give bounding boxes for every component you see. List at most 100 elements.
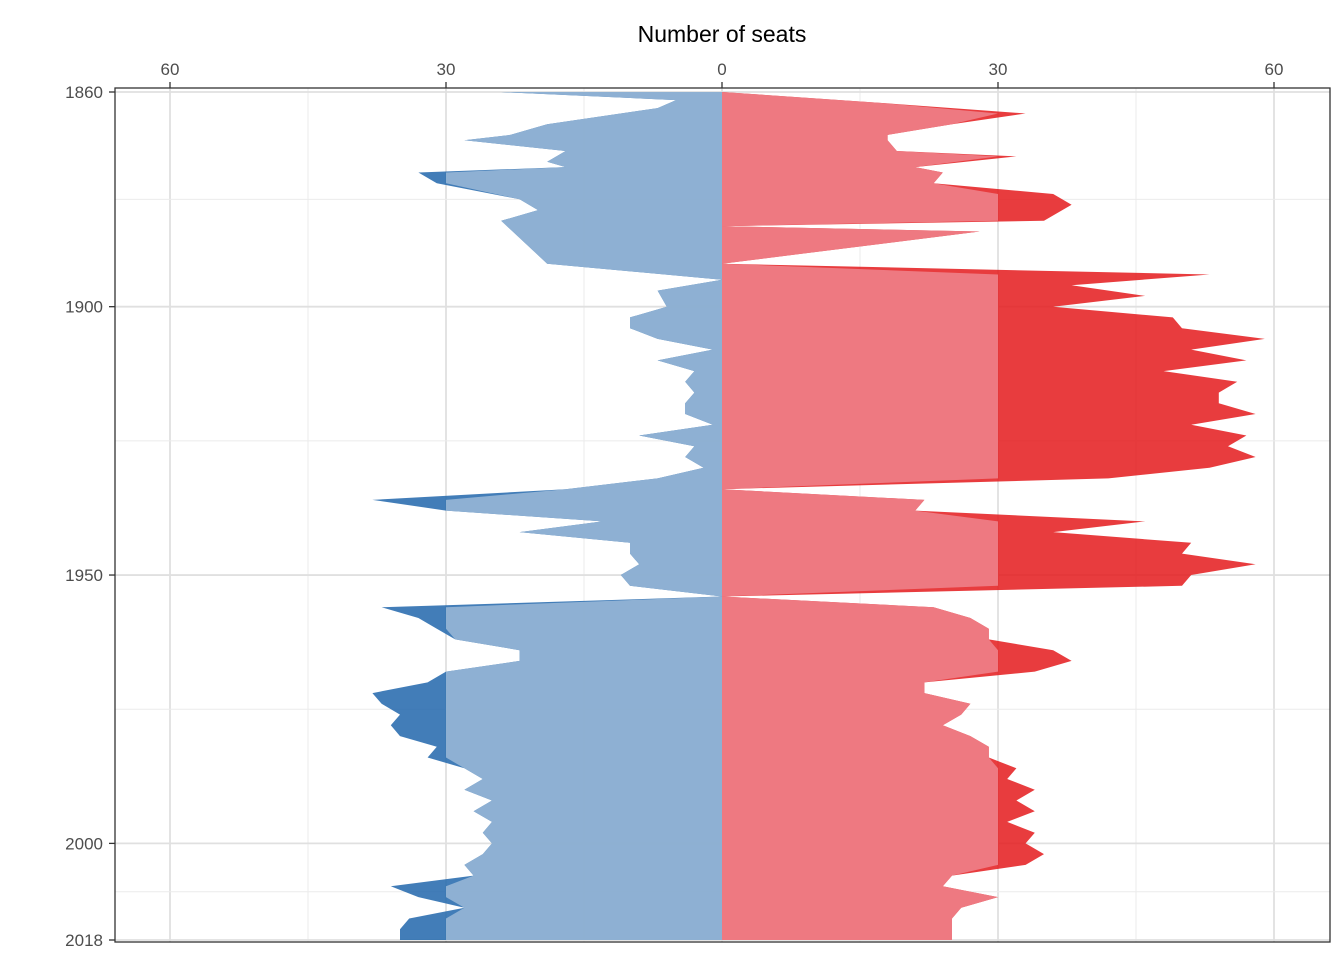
series-right-point bbox=[878, 102, 879, 103]
series-left-point bbox=[409, 918, 410, 919]
series-right-point bbox=[970, 617, 971, 618]
series-right-point bbox=[1053, 532, 1054, 533]
series-right-point bbox=[1255, 564, 1256, 565]
series-right-point bbox=[1145, 295, 1146, 296]
series-right-point bbox=[1191, 349, 1192, 350]
series-right-point bbox=[997, 897, 998, 898]
y-tick-label: 2018 bbox=[65, 931, 103, 950]
series-left-point bbox=[464, 864, 465, 865]
series-left-point bbox=[712, 424, 713, 425]
series-left-point bbox=[510, 134, 511, 135]
series-right-point bbox=[961, 907, 962, 908]
series-left-point bbox=[547, 161, 548, 162]
series-right-point bbox=[1255, 456, 1256, 457]
series-left-point bbox=[712, 349, 713, 350]
series-left-point bbox=[464, 140, 465, 141]
series-right-point bbox=[1191, 424, 1192, 425]
series-left-point bbox=[427, 682, 428, 683]
series-right-point bbox=[1108, 478, 1109, 479]
series-left-point bbox=[685, 403, 686, 404]
series-right-point bbox=[1043, 220, 1044, 221]
series-left-point bbox=[399, 714, 400, 715]
series-left-point bbox=[491, 800, 492, 801]
series-left-point bbox=[666, 306, 667, 307]
x-tick-label: 0 bbox=[717, 60, 726, 79]
series-left-point bbox=[436, 183, 437, 184]
axis-layer: 60 30 0 30 60 1860 1900 1950 2000 2018 bbox=[65, 60, 1283, 950]
series-left-point bbox=[565, 167, 566, 168]
series-left-point bbox=[629, 317, 630, 318]
series-left-point bbox=[464, 768, 465, 769]
series-right-point bbox=[951, 939, 952, 940]
series-left-point bbox=[694, 371, 695, 372]
series-right-point bbox=[1016, 156, 1017, 157]
series-left-point bbox=[629, 328, 630, 329]
series-left-point bbox=[694, 446, 695, 447]
series-left-point bbox=[537, 210, 538, 211]
series-right-point bbox=[1034, 789, 1035, 790]
series-right-point bbox=[1016, 800, 1017, 801]
series-left-point bbox=[491, 821, 492, 822]
series-right-point bbox=[942, 725, 943, 726]
series-right-point bbox=[1172, 317, 1173, 318]
series-right-point bbox=[970, 703, 971, 704]
series-right-point bbox=[924, 693, 925, 694]
x-axis-title: Number of seats bbox=[638, 21, 807, 47]
series-left-point bbox=[418, 617, 419, 618]
series-left-point bbox=[694, 392, 695, 393]
series-left-point bbox=[372, 499, 373, 500]
series-right-point bbox=[1163, 371, 1164, 372]
series-right-point bbox=[721, 263, 722, 264]
series-left-point bbox=[390, 886, 391, 887]
series-right-point bbox=[1145, 521, 1146, 522]
series-right-point bbox=[924, 499, 925, 500]
series-left-point bbox=[657, 290, 658, 291]
series-left-point bbox=[418, 172, 419, 173]
series-right-point bbox=[1025, 113, 1026, 114]
series-left-point bbox=[657, 478, 658, 479]
series-left-point bbox=[620, 574, 621, 575]
series-right-point bbox=[1246, 360, 1247, 361]
y-tick-label: 1950 bbox=[65, 566, 103, 585]
series-left-point bbox=[519, 650, 520, 651]
series-left-point bbox=[519, 532, 520, 533]
series-left-point bbox=[657, 360, 658, 361]
series-right-point bbox=[896, 150, 897, 151]
series-left-point bbox=[473, 811, 474, 812]
series-left-point bbox=[390, 725, 391, 726]
series-right-point bbox=[887, 134, 888, 135]
series-left-point bbox=[685, 456, 686, 457]
series-left-point bbox=[657, 338, 658, 339]
series-left-point bbox=[436, 628, 437, 629]
x-tick-label: 30 bbox=[437, 60, 456, 79]
series-right-point bbox=[988, 757, 989, 758]
series-right-point bbox=[1053, 306, 1054, 307]
series-right-point bbox=[951, 124, 952, 125]
series-left-point bbox=[427, 757, 428, 758]
series-right-point bbox=[1218, 403, 1219, 404]
series-left-point bbox=[547, 124, 548, 125]
series-left-point bbox=[602, 521, 603, 522]
series-left-point bbox=[629, 553, 630, 554]
series-left-point bbox=[629, 542, 630, 543]
series-left-point bbox=[565, 489, 566, 490]
series-left-point bbox=[501, 91, 502, 92]
series-right-point bbox=[915, 167, 916, 168]
series-right-point bbox=[951, 875, 952, 876]
series-right-point bbox=[1071, 204, 1072, 205]
series-left-point bbox=[675, 100, 676, 101]
series-right-point bbox=[1237, 381, 1238, 382]
y-tick-label: 1860 bbox=[65, 83, 103, 102]
series-right-point bbox=[988, 746, 989, 747]
series-right-capped-area bbox=[722, 92, 998, 940]
series-left-capped-area bbox=[446, 92, 722, 940]
series-right-point bbox=[721, 226, 722, 227]
series-right-point bbox=[942, 172, 943, 173]
series-right-point bbox=[1218, 392, 1219, 393]
series-right-point bbox=[1209, 274, 1210, 275]
series-right-point bbox=[961, 714, 962, 715]
series-right-point bbox=[1007, 821, 1008, 822]
series-right-point bbox=[1025, 864, 1026, 865]
series-right-point bbox=[933, 607, 934, 608]
series-right-point bbox=[1181, 585, 1182, 586]
